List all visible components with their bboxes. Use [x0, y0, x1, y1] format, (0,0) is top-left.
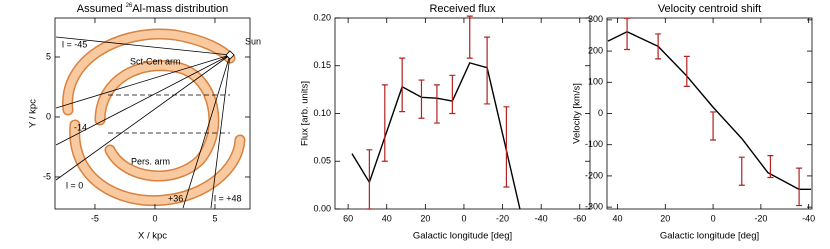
y-tick-label: 0.05	[313, 156, 331, 166]
x-tick-label: -40	[535, 213, 548, 223]
annotation: +36	[168, 193, 183, 203]
sight-line	[182, 54, 231, 209]
error-bar	[466, 15, 473, 59]
y-tick-label: -5	[43, 171, 51, 181]
x-tick-label: -40	[802, 213, 815, 223]
y-axis-label: Velocity [km/s]	[572, 83, 583, 144]
y-tick-label: 0	[46, 111, 51, 121]
error-bar	[738, 156, 745, 186]
x-tick-label: 40	[382, 213, 392, 223]
y-tick-label: 5	[46, 51, 51, 61]
spiral-arms	[62, 28, 246, 207]
title-lead: Assumed	[77, 3, 123, 15]
sight-line	[55, 54, 231, 146]
x-tick-label: 20	[660, 213, 670, 223]
x-tick-label: 0	[152, 213, 157, 223]
title-main: Al-mass distribution	[132, 3, 228, 15]
arm	[63, 30, 234, 114]
chart-title: Assumed 26Al-mass distribution	[77, 3, 229, 15]
arm	[70, 121, 244, 205]
error-bar	[767, 155, 774, 179]
data-line	[607, 31, 812, 191]
chart-title: Velocity centroid shift	[658, 3, 761, 15]
error-bar	[655, 33, 662, 60]
arm	[96, 61, 218, 180]
y-tick-label: 200	[588, 45, 603, 55]
annotation: l = -45	[62, 39, 87, 49]
error-bar	[624, 17, 631, 51]
sun-marker	[225, 50, 235, 60]
y-tick-label: 100	[588, 77, 603, 87]
title-superscript: 26	[126, 3, 133, 9]
sight-line	[55, 54, 231, 181]
y-tick-label: 300	[588, 14, 603, 24]
error-bar	[399, 57, 406, 113]
x-tick-label: 0	[711, 213, 716, 223]
x-tick-label: 40	[613, 213, 623, 223]
data-line	[351, 62, 521, 210]
plot-frame	[606, 17, 813, 210]
error-bar	[449, 74, 456, 115]
y-tick-label: 0.15	[313, 60, 331, 70]
y-tick-label: 0.00	[313, 203, 331, 213]
x-tick-label: -20	[754, 213, 767, 223]
plot-frame	[334, 17, 591, 210]
sight-lines	[55, 36, 231, 209]
error-bar	[796, 167, 803, 207]
x-axis-label: Galactic longitude [deg]	[413, 231, 512, 242]
y-tick-label: -300	[585, 202, 603, 212]
x-tick-label: 60	[343, 213, 353, 223]
error-bar	[433, 84, 440, 124]
sight-line	[55, 54, 231, 109]
y-axis-label: Y / kpc	[28, 99, 39, 128]
error-bar	[484, 36, 491, 105]
sight-line	[55, 36, 231, 56]
y-tick-label: 0.10	[313, 108, 331, 118]
error-bar	[710, 111, 717, 141]
x-tick-label: -60	[573, 213, 586, 223]
y-tick-label: -200	[585, 170, 603, 180]
annotation: Sun	[245, 36, 261, 46]
annotation: Pers. arm	[131, 156, 170, 166]
error-bar	[503, 106, 510, 188]
error-bar	[366, 149, 373, 210]
x-tick-label: 5	[212, 213, 217, 223]
y-tick-label: -100	[585, 139, 603, 149]
annotation: l = +48	[214, 193, 242, 203]
annotation: l = 0	[66, 180, 83, 190]
error-bar	[418, 79, 425, 119]
sight-line	[210, 54, 231, 209]
y-tick-label: 0	[598, 108, 603, 118]
annotation: -14	[74, 122, 87, 132]
x-axis-label: Galactic longitude [deg]	[660, 231, 759, 242]
x-tick-label: -20	[496, 213, 509, 223]
error-bar	[381, 84, 388, 162]
annotation: Sct-Cen arm	[130, 56, 181, 66]
x-axis-label: X / kpc	[138, 231, 167, 242]
x-tick-label: 0	[461, 213, 466, 223]
y-tick-label: 0.20	[313, 12, 331, 22]
x-tick-label: -5	[91, 213, 99, 223]
chart-title: Received flux	[429, 3, 496, 15]
x-tick-label: 20	[420, 213, 430, 223]
error-bar	[683, 55, 690, 87]
plot-frame	[54, 17, 251, 210]
y-axis-label: Flux [arb. units]	[300, 81, 311, 146]
